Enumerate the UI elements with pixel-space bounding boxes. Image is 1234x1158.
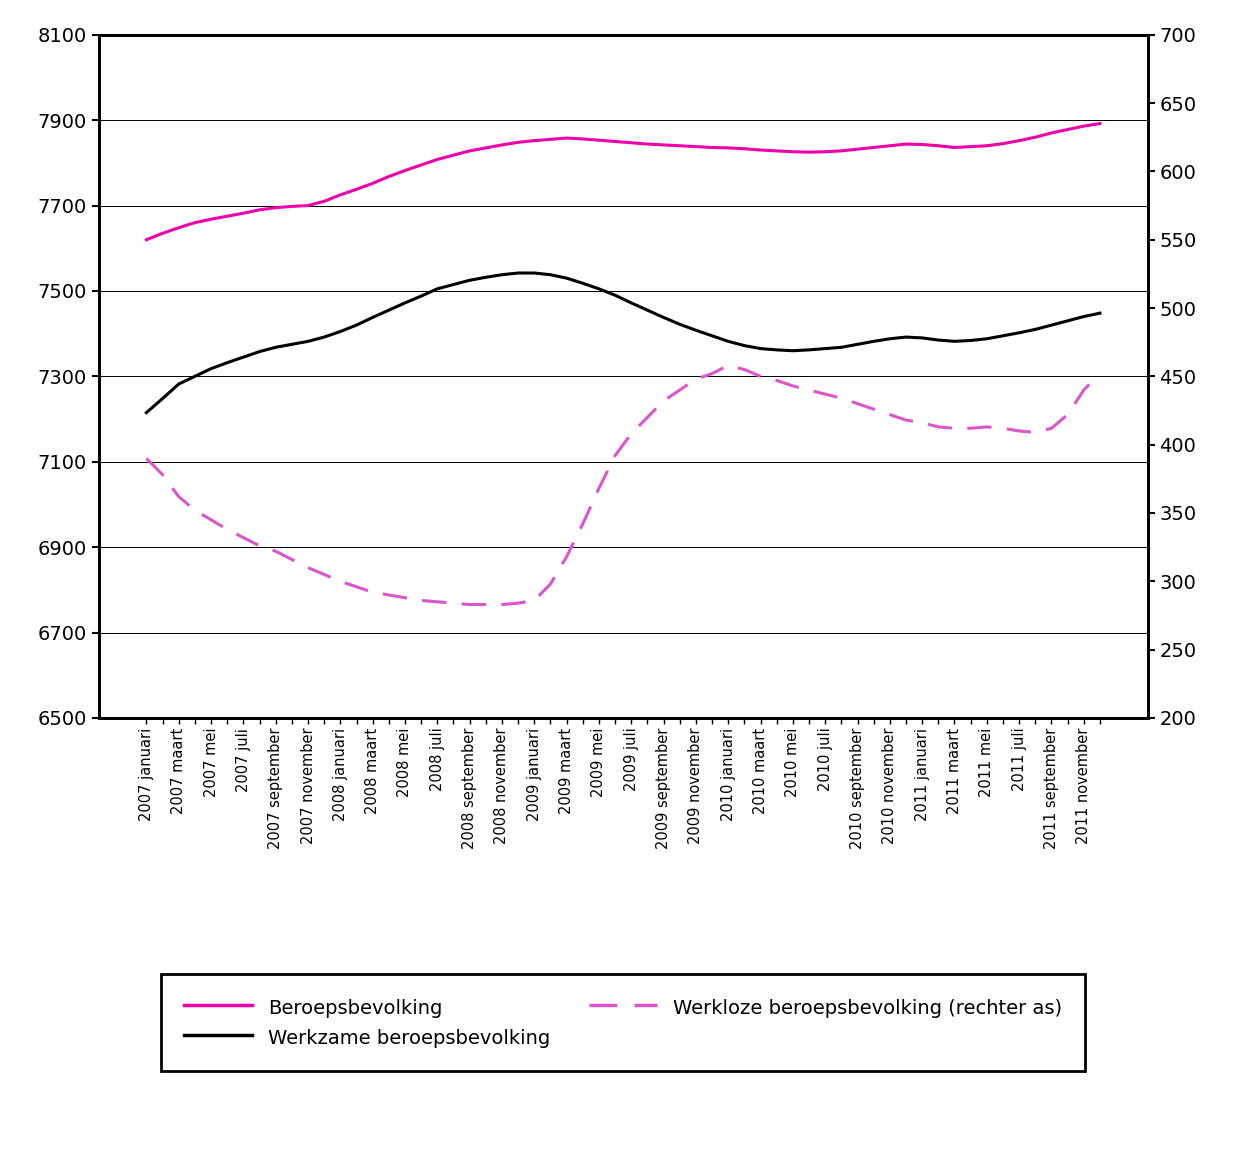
Legend: Beroepsbevolking, Werkzame beroepsbevolking, Werkloze beroepsbevolking (rechter : Beroepsbevolking, Werkzame beroepsbevolk… [162, 974, 1085, 1071]
